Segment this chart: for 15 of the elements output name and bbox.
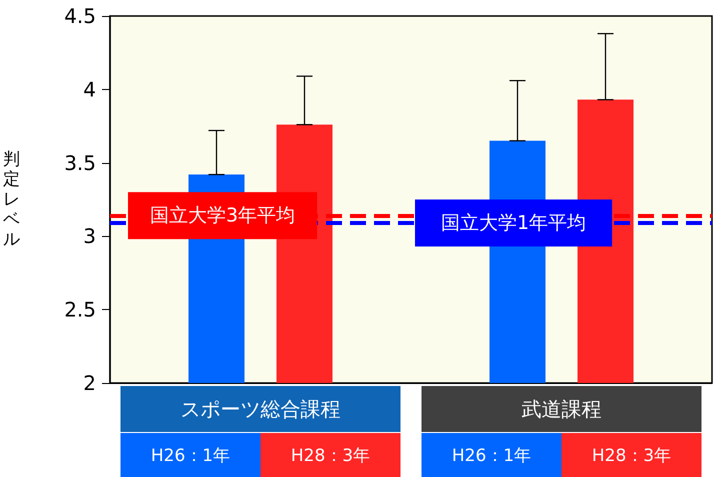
y-tick-label: 4.5: [64, 4, 96, 28]
text: H28：3年: [592, 446, 672, 466]
y-axis-title: 判定レベル: [3, 150, 20, 250]
y-tick-label: 4: [83, 77, 96, 102]
text: H26：1年: [452, 446, 532, 466]
text: H28：3年: [290, 446, 370, 466]
ref-line-label: 国立大学3年平均: [150, 204, 296, 227]
y-tick-label: 2: [83, 371, 96, 395]
x-tick-label: スポーツ総合課程: [180, 397, 340, 421]
y-tick-label: 3.5: [64, 150, 96, 175]
x-tick-label: 武道課程: [522, 397, 602, 421]
ref-line-label: 国立大学1年平均: [441, 212, 586, 234]
y-tick-label: 3: [83, 224, 96, 248]
y-tick-label: 2.5: [64, 298, 96, 322]
text: H26：1年: [150, 446, 230, 466]
